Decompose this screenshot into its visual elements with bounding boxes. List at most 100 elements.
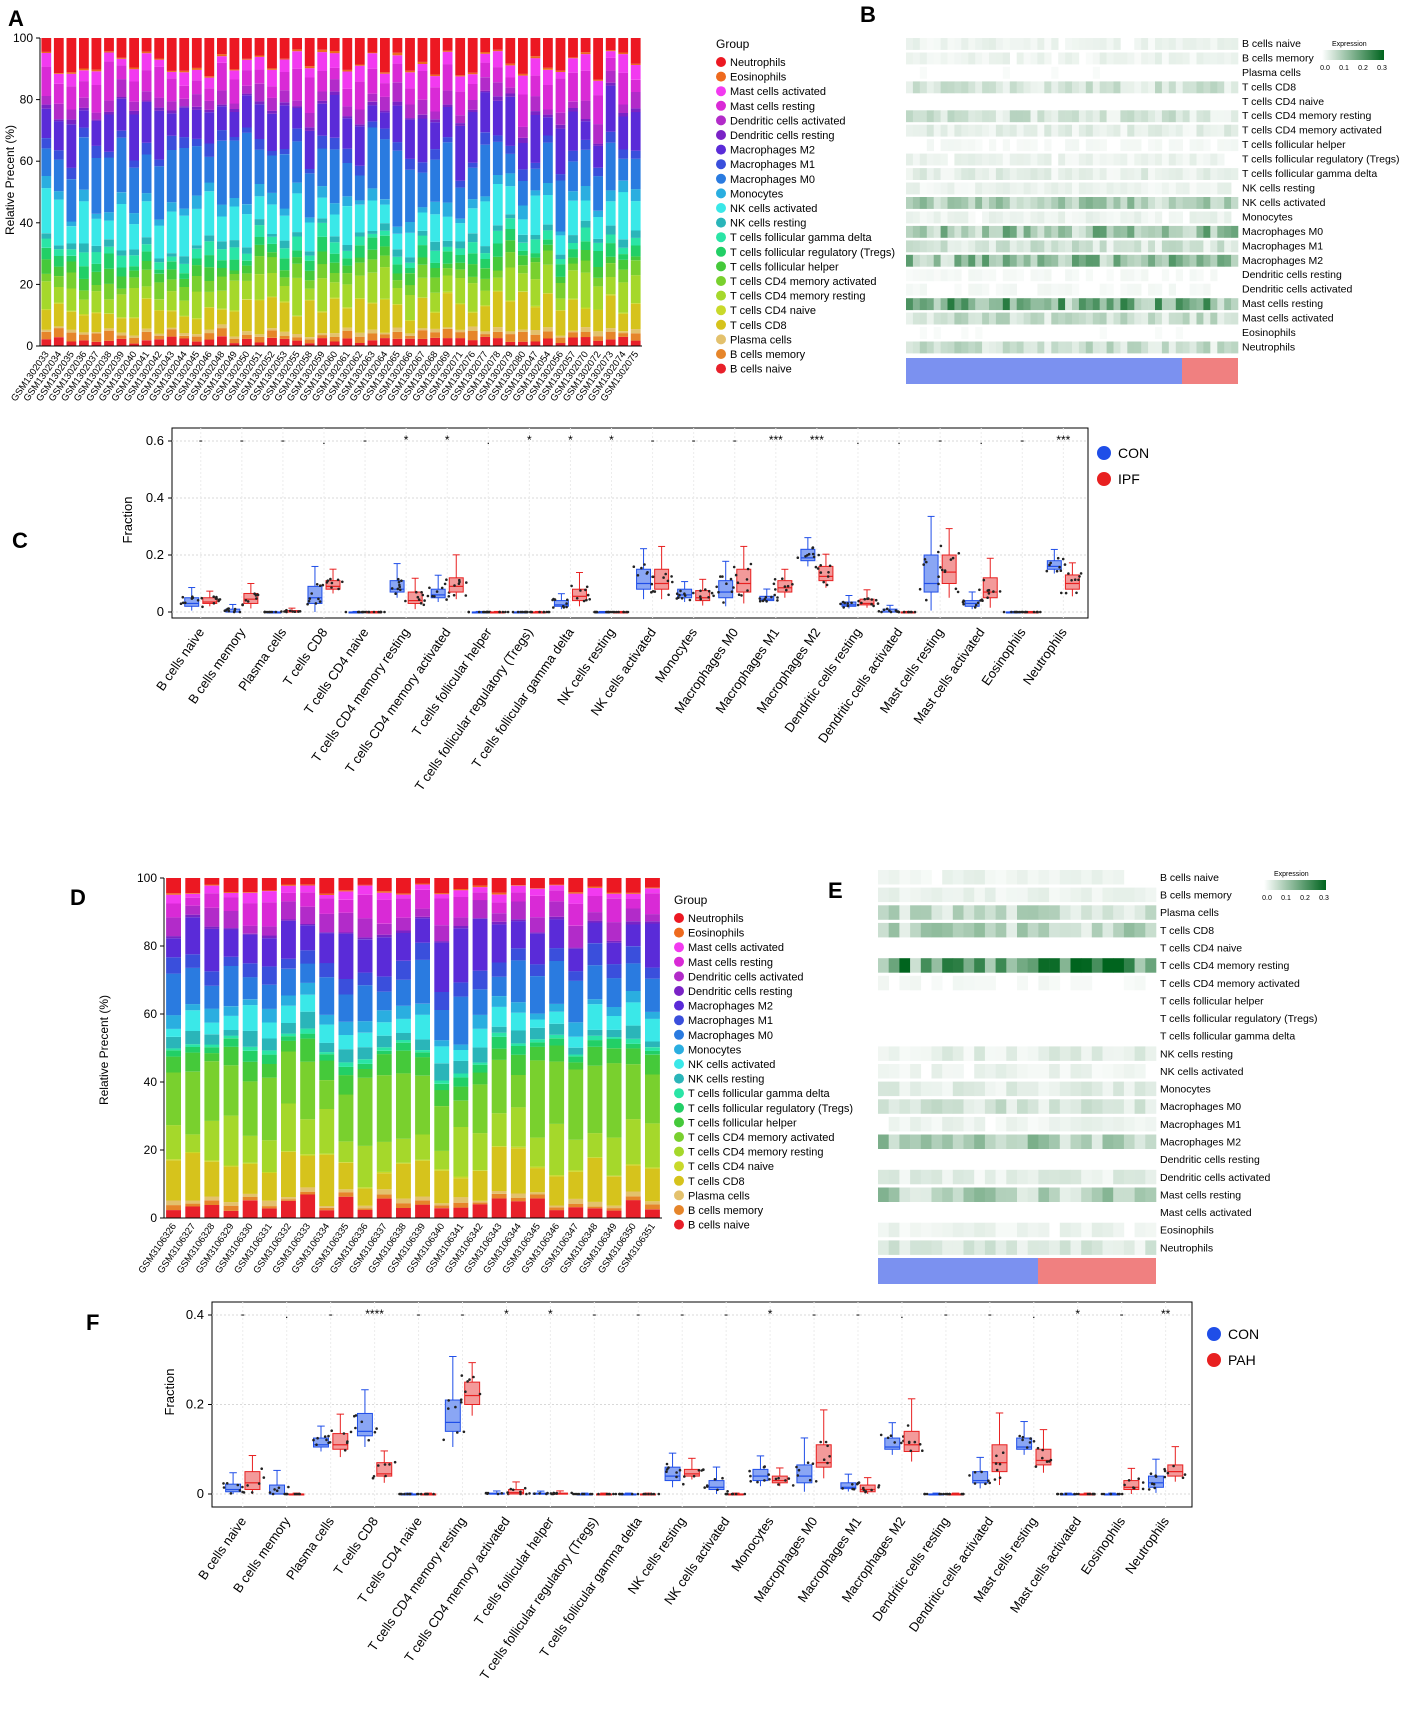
heatmap-cell: [954, 225, 962, 238]
heatmap-cell: [931, 1099, 943, 1114]
bar-segment: [580, 119, 591, 122]
heatmap-cell: [899, 870, 911, 885]
heatmap-cell: [982, 81, 990, 94]
data-point: [712, 594, 715, 598]
heatmap-cell: [982, 225, 990, 238]
bar-segment: [580, 327, 591, 332]
heatmap-cell: [995, 1064, 1007, 1079]
bar-segment: [530, 279, 541, 306]
data-point: [330, 1429, 334, 1432]
bar-segment: [342, 265, 353, 274]
bar-segment: [217, 324, 227, 329]
heatmap-cell: [1059, 1134, 1071, 1149]
heatmap-cell: [1081, 1081, 1093, 1097]
heatmap-cell: [1224, 182, 1232, 195]
heatmap-cell: [1161, 52, 1170, 65]
bar-segment: [329, 333, 340, 337]
data-point: [428, 586, 431, 590]
heatmap-cell: [968, 124, 976, 137]
bar-segment: [376, 1194, 392, 1199]
bar-segment: [357, 1188, 373, 1206]
heatmap-cell: [1078, 110, 1087, 123]
data-point: [384, 1474, 387, 1478]
bar-segment: [279, 248, 290, 259]
bar-segment: [510, 1002, 526, 1013]
bar-segment: [129, 337, 139, 344]
data-point: [336, 578, 340, 582]
stacked-bar: [455, 38, 466, 346]
bar-segment: [217, 56, 227, 63]
heatmap-cell: [906, 182, 914, 195]
bar-segment: [242, 1135, 258, 1163]
bar-segment: [191, 291, 202, 319]
heatmap-cell: [1081, 975, 1093, 991]
bar-segment: [357, 894, 373, 919]
bar-segment: [518, 138, 528, 143]
data-point: [981, 599, 984, 602]
heatmap-cell: [1092, 168, 1100, 180]
heatmap-cell: [1106, 254, 1114, 267]
bar-segment: [530, 888, 545, 896]
bar-segment: [41, 138, 52, 149]
data-point: [1075, 1492, 1078, 1496]
heatmap-cell: [947, 124, 955, 137]
heatmap-cell: [1099, 283, 1107, 296]
bar-segment: [555, 231, 566, 236]
data-point: [1025, 1446, 1029, 1449]
legend-swatch: [716, 349, 726, 359]
heatmap-cell: [1023, 197, 1031, 209]
significance-mark: -: [733, 433, 737, 447]
bar-segment: [455, 330, 466, 333]
bar-segment: [300, 1156, 316, 1188]
heatmap-cell: [919, 341, 927, 354]
heatmap-cell: [995, 153, 1004, 166]
data-point: [808, 1478, 812, 1482]
bar-segment: [505, 153, 516, 174]
heatmap-cell: [1134, 298, 1142, 311]
legend-swatch: [674, 1029, 684, 1040]
bar-segment: [530, 262, 541, 280]
bar-segment: [606, 898, 622, 923]
heatmap-cell: [1051, 298, 1059, 311]
bar-segment: [254, 219, 265, 226]
bar-segment: [319, 932, 335, 934]
data-point: [925, 560, 928, 564]
bar-segment: [300, 1028, 316, 1034]
bar-segment: [510, 1197, 526, 1202]
heatmap-cell: [1072, 110, 1080, 123]
bar-segment: [580, 200, 591, 221]
bar-segment: [292, 106, 302, 108]
heatmap-cell: [1006, 905, 1018, 920]
heatmap-cell: [1099, 52, 1107, 65]
bar-segment: [480, 306, 491, 332]
bar-segment: [242, 903, 258, 926]
data-point: [1116, 1492, 1120, 1496]
bar-segment: [392, 63, 403, 83]
bar-segment: [129, 249, 139, 256]
heatmap-cell: [1102, 1240, 1114, 1255]
legend-swatch: [1207, 1327, 1221, 1341]
heatmap-cell: [1175, 269, 1183, 282]
heatmap-cell: [954, 182, 962, 195]
bar-segment: [104, 212, 114, 221]
heatmap-cell: [1155, 211, 1163, 224]
bar-segment: [279, 331, 290, 336]
bar-segment: [630, 150, 641, 159]
heatmap-cell: [1217, 341, 1225, 354]
bar-segment: [510, 948, 526, 961]
bar-segment: [455, 187, 466, 219]
bar-segment: [453, 1073, 469, 1078]
heatmap-cell: [1058, 168, 1066, 180]
bar-segment: [442, 291, 453, 294]
bar-segment: [491, 976, 507, 996]
bar-segment: [329, 203, 340, 215]
bar-segment: [116, 57, 127, 59]
bar-segment: [300, 1011, 316, 1029]
bar-segment: [154, 333, 165, 336]
boxplot-con: [918, 515, 943, 611]
legend-label: Macrophages M0: [730, 174, 815, 186]
heatmap-cell: [940, 254, 948, 267]
significance-mark: .: [285, 1307, 288, 1321]
heatmap-cell: [1196, 225, 1204, 238]
heatmap-cell: [906, 312, 914, 325]
